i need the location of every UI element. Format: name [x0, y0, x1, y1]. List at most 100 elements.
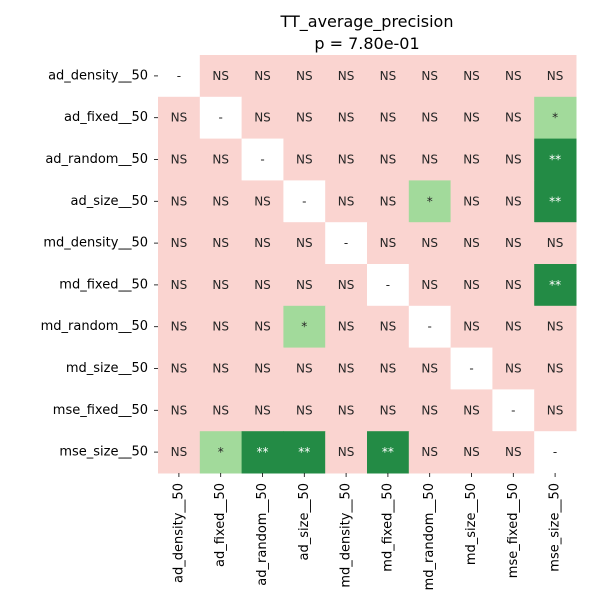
- cell-label: NS: [463, 320, 480, 334]
- heatmap-cell: [283, 264, 326, 307]
- heatmap-cell: [534, 180, 577, 223]
- cell-label: NS: [338, 153, 355, 167]
- column-label: md_density__50: [339, 483, 354, 588]
- heatmap-cell: [325, 96, 368, 140]
- heatmap-cell: [492, 222, 535, 265]
- heatmap-cell: [450, 389, 493, 432]
- heatmap-cell: [492, 431, 535, 474]
- row-labels: ad_density__50 ad_fixed__50 ad_random__50a…: [41, 68, 158, 460]
- heatmap-cell: [534, 389, 577, 432]
- heatmap-cell: [158, 305, 201, 349]
- column-label: ad_random__50: [255, 483, 270, 586]
- heatmap-cell: [450, 264, 493, 307]
- cell-label: NS: [254, 111, 271, 125]
- heatmap-cell: [450, 180, 493, 223]
- heatmap-cell: [408, 431, 452, 474]
- heatmap-cell: [325, 431, 368, 474]
- cell-label: NS: [421, 236, 438, 250]
- row-label: md_random__50: [41, 319, 148, 334]
- heatmap-cell: [534, 431, 577, 474]
- heatmap-cell: [408, 180, 452, 223]
- cell-label: -: [553, 445, 557, 459]
- cell-label: -: [260, 153, 264, 167]
- cell-label: *: [427, 194, 433, 208]
- heatmap-cell: [534, 347, 577, 390]
- heatmap-cell: [534, 305, 577, 349]
- heatmap-cell: [408, 347, 452, 390]
- cell-label: NS: [171, 320, 188, 334]
- column-label: ad_size__50: [297, 483, 312, 560]
- heatmap-cell: [367, 264, 410, 307]
- heatmap-cell: [367, 389, 410, 432]
- cell-label: NS: [380, 194, 397, 208]
- heatmap-cell: [241, 347, 284, 390]
- heatmap-cell: [158, 180, 201, 223]
- cell-label: NS: [296, 278, 313, 292]
- row-label: ad_fixed__50: [64, 110, 148, 125]
- cell-label: NS: [338, 403, 355, 417]
- heatmap-cell: [408, 222, 452, 265]
- cell-label: NS: [171, 194, 188, 208]
- heatmap-cell: [199, 431, 243, 474]
- cell-label: NS: [547, 362, 564, 376]
- cell-label: -: [469, 362, 473, 376]
- heatmap-cell: [450, 222, 493, 265]
- cell-label: NS: [421, 362, 438, 376]
- column-label: ad_fixed__50: [213, 483, 228, 567]
- cell-label: NS: [505, 194, 522, 208]
- cell-label: NS: [338, 278, 355, 292]
- heatmap-cell: [367, 222, 410, 265]
- heatmap-cell: [534, 55, 577, 98]
- row-label: ad_random__50: [45, 152, 148, 167]
- cell-label: NS: [254, 320, 271, 334]
- cell-label: NS: [212, 362, 229, 376]
- cell-label: NS: [547, 69, 564, 83]
- heatmap-cell: [158, 222, 201, 265]
- cell-label: NS: [296, 111, 313, 125]
- heatmap-cell: [241, 180, 284, 223]
- heatmap-cell: [367, 305, 410, 349]
- cell-label: NS: [171, 362, 188, 376]
- heatmap-cell: [408, 264, 452, 307]
- heatmap-cell: [325, 305, 368, 349]
- heatmap-cell: [283, 180, 326, 223]
- column-label: mse_fixed__50: [506, 483, 521, 578]
- column-label: md_random__50: [422, 483, 437, 590]
- cell-label: NS: [338, 111, 355, 125]
- heatmap-cell: [492, 305, 535, 349]
- heatmap-cell: [325, 222, 368, 265]
- cell-label: -: [386, 278, 390, 292]
- cell-label: **: [257, 445, 269, 459]
- cell-label: NS: [380, 111, 397, 125]
- cell-label: **: [298, 445, 310, 459]
- heatmap-cell: [199, 96, 243, 140]
- column-label: ad_density__50: [171, 483, 186, 583]
- column-labels: ad_density__50 ad_fixed__50 ad_random__50 a…: [171, 473, 563, 590]
- heatmap-cell: [492, 96, 535, 140]
- cell-label: NS: [505, 236, 522, 250]
- heatmap-cell: [158, 347, 201, 390]
- cell-label: NS: [338, 320, 355, 334]
- cell-label: NS: [212, 153, 229, 167]
- cell-label: NS: [380, 236, 397, 250]
- column-label: md_size__50: [464, 483, 479, 565]
- heatmap-cell: [241, 305, 284, 349]
- cell-label: NS: [421, 278, 438, 292]
- heatmap-cell: [325, 138, 368, 181]
- row-label: mse_fixed__50: [53, 403, 148, 418]
- heatmap-cell: [534, 264, 577, 307]
- heatmap-cell: [534, 96, 577, 140]
- column-label: mse_size__50: [548, 483, 563, 572]
- cell-label: NS: [463, 236, 480, 250]
- cell-label: NS: [254, 278, 271, 292]
- cell-label: NS: [296, 153, 313, 167]
- heatmap-cell: [241, 222, 284, 265]
- cell-label: NS: [212, 320, 229, 334]
- cell-label: NS: [171, 153, 188, 167]
- heatmap-cell: [534, 222, 577, 265]
- heatmap-cell: [450, 96, 493, 140]
- heatmap-cell: [199, 305, 243, 349]
- heatmap-cell: [325, 55, 368, 98]
- heatmap-cell: [199, 347, 243, 390]
- heatmap-cell: [158, 431, 201, 474]
